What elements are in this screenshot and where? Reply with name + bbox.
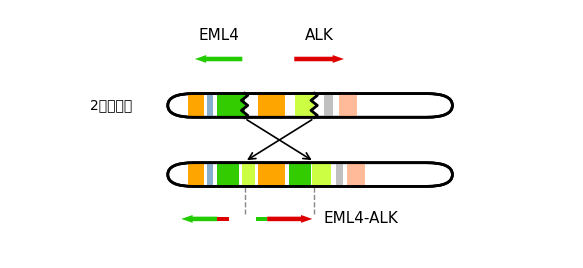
Bar xyxy=(339,94,357,117)
Bar xyxy=(217,163,239,186)
Bar xyxy=(207,163,213,186)
FancyBboxPatch shape xyxy=(168,94,452,117)
Bar xyxy=(258,163,285,186)
Bar xyxy=(217,217,229,221)
Bar xyxy=(295,94,314,117)
FancyArrow shape xyxy=(181,215,217,223)
Bar xyxy=(336,163,343,186)
Bar xyxy=(256,217,267,221)
Text: ALK: ALK xyxy=(305,28,333,43)
Bar xyxy=(207,94,213,117)
Text: 2番染色体: 2番染色体 xyxy=(90,98,132,112)
FancyArrow shape xyxy=(267,215,312,223)
Bar xyxy=(289,163,311,186)
Text: EML4-ALK: EML4-ALK xyxy=(324,211,399,226)
FancyArrow shape xyxy=(195,55,243,63)
Bar xyxy=(217,94,245,117)
Bar xyxy=(347,163,365,186)
Text: EML4: EML4 xyxy=(198,28,239,43)
FancyArrow shape xyxy=(294,55,344,63)
Bar xyxy=(312,163,331,186)
Bar xyxy=(188,94,204,117)
FancyBboxPatch shape xyxy=(168,163,452,187)
Bar xyxy=(258,94,285,117)
Bar xyxy=(242,163,255,186)
Bar xyxy=(188,163,204,186)
Bar xyxy=(324,94,333,117)
